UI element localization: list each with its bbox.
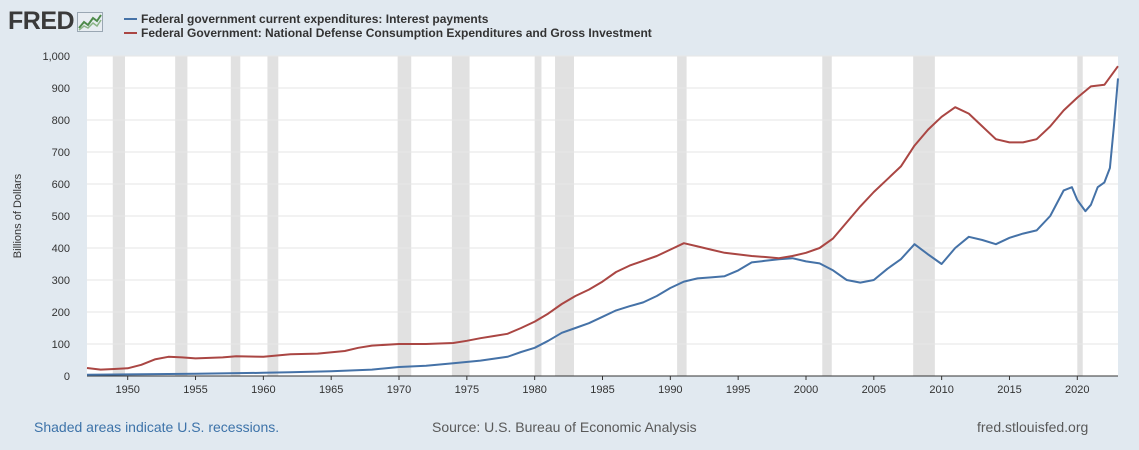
y-tick-label: 900 — [52, 83, 70, 95]
x-tick-label: 2010 — [929, 384, 953, 396]
y-tick-label: 800 — [52, 115, 70, 127]
x-tick-label: 1995 — [726, 384, 750, 396]
y-tick-label: 100 — [52, 339, 70, 351]
legend-item-interest[interactable]: Federal government current expenditures:… — [124, 12, 652, 26]
x-tick-label: 1970 — [387, 384, 411, 396]
y-tick-label: 600 — [52, 179, 70, 191]
line-graph-icon — [77, 11, 104, 32]
source-note: Source: U.S. Bureau of Economic Analysis — [432, 419, 697, 435]
x-tick-label: 1955 — [183, 384, 207, 396]
y-tick-label: 500 — [52, 211, 70, 223]
x-tick-label: 1960 — [251, 384, 275, 396]
fred-logo-text: FRED — [8, 7, 75, 35]
x-tick-label: 2015 — [997, 384, 1021, 396]
x-tick-label: 1980 — [522, 384, 546, 396]
y-tick-label: 400 — [52, 243, 70, 255]
y-tick-label: 1,000 — [42, 51, 70, 63]
x-tick-label: 2005 — [862, 384, 886, 396]
x-tick-label: 2000 — [794, 384, 818, 396]
legend-swatch-defense — [124, 32, 137, 34]
recession-note: Shaded areas indicate U.S. recessions. — [34, 419, 280, 435]
x-tick-label: 2020 — [1065, 384, 1089, 396]
series-line-interest — [86, 78, 1119, 376]
series-line-defense — [86, 65, 1119, 371]
fred-logo[interactable]: FRED — [8, 7, 104, 36]
x-tick-label: 1975 — [455, 384, 479, 396]
y-tick-label: 700 — [52, 147, 70, 159]
x-tick-label: 1965 — [319, 384, 343, 396]
x-tick-label: 1985 — [590, 384, 614, 396]
legend-item-defense[interactable]: Federal Government: National Defense Con… — [124, 26, 652, 40]
y-tick-label: 300 — [52, 275, 70, 287]
chart-legend: Federal government current expenditures:… — [124, 12, 652, 40]
legend-label-defense: Federal Government: National Defense Con… — [141, 26, 652, 40]
y-tick-label: 0 — [64, 371, 70, 383]
legend-label-interest: Federal government current expenditures:… — [141, 12, 489, 26]
y-tick-label: 200 — [52, 307, 70, 319]
site-link[interactable]: fred.stlouisfed.org — [977, 419, 1089, 435]
x-tick-label: 1990 — [658, 384, 682, 396]
y-axis-label: Billions of Dollars — [12, 173, 24, 258]
legend-swatch-interest — [124, 18, 137, 20]
line-chart: 0 100 200 300 400 500 600 700 800 900 1,000 1950 195… — [12, 51, 1119, 396]
x-tick-label: 1950 — [115, 384, 139, 396]
